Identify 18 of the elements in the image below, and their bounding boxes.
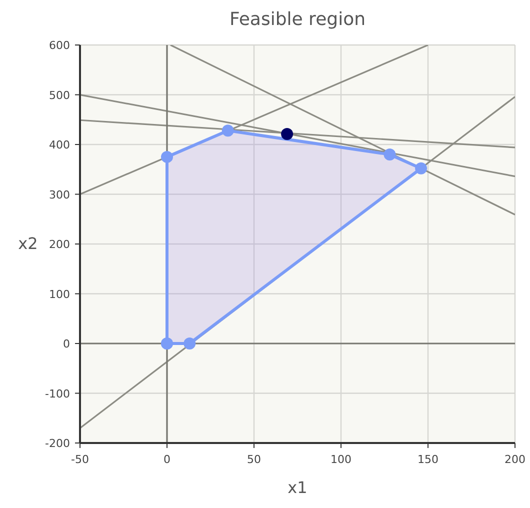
y-tick-label: 0 xyxy=(63,338,70,350)
x-axis-title: x1 xyxy=(288,478,308,497)
x-tick-label: 50 xyxy=(247,453,261,466)
chart-title: Feasible region xyxy=(229,9,366,30)
y-tick-label: 500 xyxy=(49,88,70,102)
y-tick-label: 600 xyxy=(49,39,70,52)
x-tick-label: 100 xyxy=(330,453,352,466)
y-tick-label: -200 xyxy=(45,437,70,450)
x-tick-label: -50 xyxy=(71,453,89,466)
y-tick-label: -100 xyxy=(45,387,70,400)
y-tick-label: 200 xyxy=(49,238,70,251)
x-tick-label: 200 xyxy=(504,453,526,466)
x-tick-label: 0 xyxy=(164,453,170,466)
y-tick-label: 400 xyxy=(49,138,70,152)
y-axis-title: x2 xyxy=(18,234,38,253)
x-tick-label: 150 xyxy=(418,453,438,466)
y-tick-label: 300 xyxy=(49,188,70,202)
y-tick-label: 100 xyxy=(49,288,70,301)
